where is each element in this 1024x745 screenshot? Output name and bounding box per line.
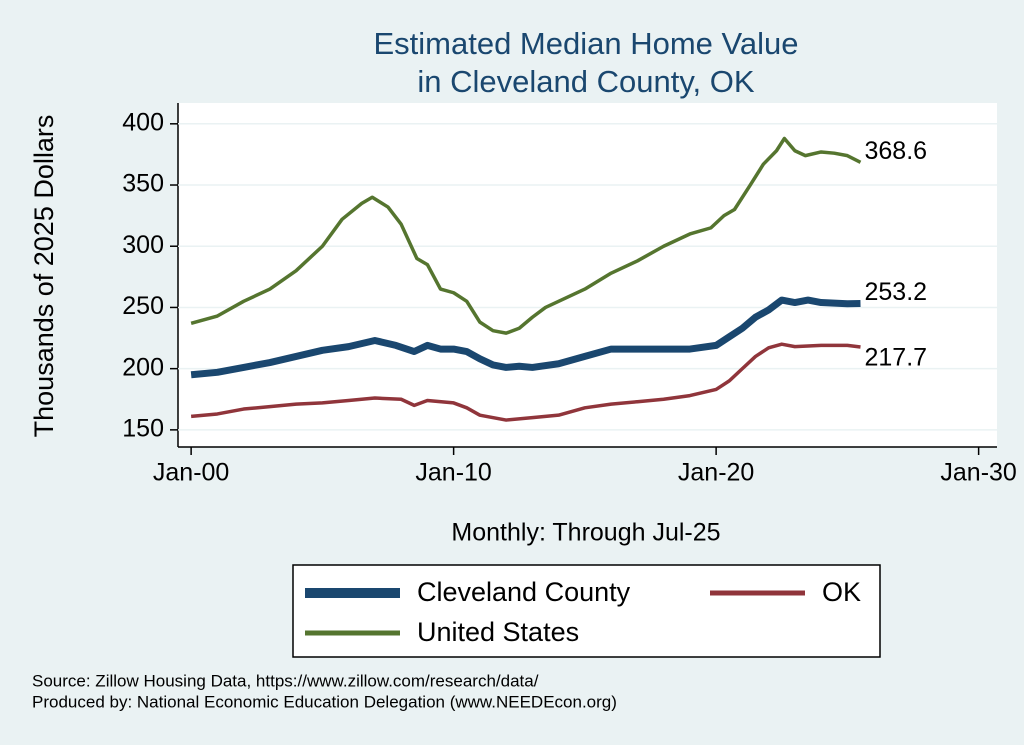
x-tick-label: Jan-30: [940, 459, 1016, 487]
end-value-label: 368.6: [865, 137, 928, 165]
y-axis-label: Thousands of 2025 Dollars: [29, 115, 59, 438]
chart-title: Estimated Median Home Value: [373, 26, 798, 61]
legend-label: Cleveland County: [417, 577, 631, 607]
producer-note: Produced by: National Economic Education…: [32, 692, 617, 711]
series-line: [190, 136, 862, 335]
x-tick-label: Jan-10: [415, 459, 491, 487]
x-tick-label: Jan-00: [153, 459, 229, 487]
end-value-label: 253.2: [865, 278, 928, 306]
y-tick-label: 350: [122, 170, 164, 198]
x-axis-label: Monthly: Through Jul-25: [451, 519, 720, 547]
y-tick-label: 150: [122, 414, 164, 442]
chart-subtitle: in Cleveland County, OK: [417, 64, 754, 99]
y-tick-label: 250: [122, 292, 164, 320]
y-tick-label: 400: [122, 108, 164, 136]
legend-label: United States: [417, 617, 579, 647]
legend: [292, 564, 881, 658]
series-line: [190, 342, 861, 422]
x-tick-label: Jan-20: [678, 459, 754, 487]
source-note: Source: Zillow Housing Data, https://www…: [32, 671, 539, 690]
end-value-label: 217.7: [865, 344, 928, 372]
y-tick-label: 300: [122, 231, 164, 259]
legend-label: OK: [822, 577, 861, 607]
y-tick-label: 200: [122, 353, 164, 381]
series-line: [190, 296, 861, 379]
